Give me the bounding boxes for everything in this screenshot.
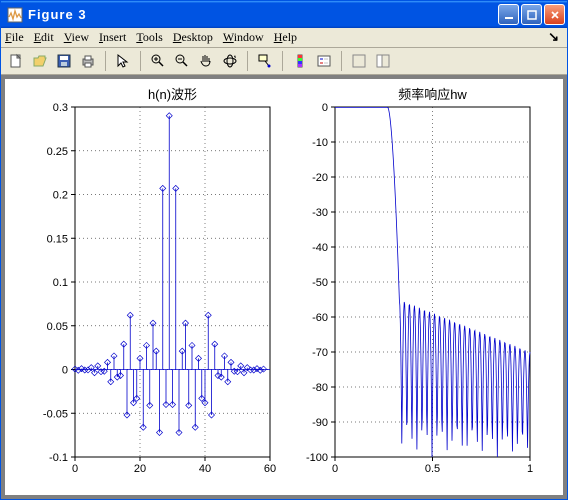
maximize-button[interactable] bbox=[521, 4, 542, 25]
svg-text:0.05: 0.05 bbox=[47, 321, 68, 333]
svg-text:-100: -100 bbox=[306, 452, 328, 464]
figure-window: Figure 3 File Edit View Insert Tools Des… bbox=[0, 0, 568, 500]
svg-text:0.25: 0.25 bbox=[47, 146, 68, 158]
svg-text:-80: -80 bbox=[312, 382, 328, 394]
svg-text:0.1: 0.1 bbox=[53, 277, 68, 289]
svg-text:0: 0 bbox=[322, 102, 328, 114]
toolbar bbox=[1, 48, 567, 75]
svg-text:-10: -10 bbox=[312, 137, 328, 149]
svg-text:-20: -20 bbox=[312, 172, 328, 184]
svg-text:-0.05: -0.05 bbox=[43, 408, 68, 420]
titlebar[interactable]: Figure 3 bbox=[1, 1, 567, 28]
legend-icon[interactable] bbox=[313, 50, 335, 72]
svg-text:h(n)波形: h(n)波形 bbox=[148, 87, 197, 102]
menu-view[interactable]: View bbox=[64, 30, 89, 45]
menu-edit[interactable]: Edit bbox=[34, 30, 54, 45]
svg-text:40: 40 bbox=[199, 463, 211, 475]
svg-text:-50: -50 bbox=[312, 277, 328, 289]
menu-file[interactable]: File bbox=[5, 30, 24, 45]
show-plot-icon[interactable] bbox=[372, 50, 394, 72]
svg-text:0: 0 bbox=[62, 365, 68, 377]
svg-text:0.15: 0.15 bbox=[47, 233, 68, 245]
svg-text:-70: -70 bbox=[312, 347, 328, 359]
svg-text:-90: -90 bbox=[312, 417, 328, 429]
menu-window[interactable]: Window bbox=[223, 30, 264, 45]
svg-text:-40: -40 bbox=[312, 242, 328, 254]
menu-desktop[interactable]: Desktop bbox=[173, 30, 213, 45]
svg-text:0: 0 bbox=[72, 463, 78, 475]
open-icon[interactable] bbox=[29, 50, 51, 72]
print-icon[interactable] bbox=[77, 50, 99, 72]
pan-icon[interactable] bbox=[195, 50, 217, 72]
figure-area: h(n)波形 0 20 40 60 -0.1 -0.05 0 0.05 0.1 0.15 0.2 0.2… bbox=[1, 75, 567, 499]
minimize-button[interactable] bbox=[498, 4, 519, 25]
svg-text:-60: -60 bbox=[312, 312, 328, 324]
svg-text:-30: -30 bbox=[312, 207, 328, 219]
figure-canvas[interactable]: h(n)波形 0 20 40 60 -0.1 -0.05 0 0.05 0.1 0.15 0.2 0.2… bbox=[5, 79, 563, 495]
zoom-out-icon[interactable] bbox=[171, 50, 193, 72]
close-button[interactable] bbox=[544, 4, 565, 25]
svg-text:20: 20 bbox=[134, 463, 146, 475]
hide-plot-icon[interactable] bbox=[348, 50, 370, 72]
menubar: File Edit View Insert Tools Desktop Wind… bbox=[1, 28, 567, 47]
datatip-icon[interactable] bbox=[254, 50, 276, 72]
save-icon[interactable] bbox=[53, 50, 75, 72]
svg-text:-0.1: -0.1 bbox=[49, 452, 68, 464]
svg-text:0.2: 0.2 bbox=[53, 190, 68, 202]
colorbar-icon[interactable] bbox=[289, 50, 311, 72]
rotate-icon[interactable] bbox=[219, 50, 241, 72]
svg-text:1: 1 bbox=[527, 463, 533, 475]
svg-text:60: 60 bbox=[264, 463, 276, 475]
svg-text:0: 0 bbox=[332, 463, 338, 475]
menu-insert[interactable]: Insert bbox=[99, 30, 126, 45]
plots-svg: h(n)波形 0 20 40 60 -0.1 -0.05 0 0.05 0.1 0.15 0.2 0.2… bbox=[5, 79, 561, 495]
zoom-in-icon[interactable] bbox=[147, 50, 169, 72]
menu-help[interactable]: Help bbox=[274, 30, 297, 45]
svg-text:0.5: 0.5 bbox=[425, 463, 440, 475]
app-icon bbox=[7, 7, 23, 23]
new-file-icon[interactable] bbox=[5, 50, 27, 72]
svg-text:0.3: 0.3 bbox=[53, 102, 68, 114]
menu-tools[interactable]: Tools bbox=[136, 30, 163, 45]
pointer-icon[interactable] bbox=[112, 50, 134, 72]
dock-icon[interactable]: ↘ bbox=[548, 29, 563, 45]
svg-text:频率响应hw: 频率响应hw bbox=[398, 87, 467, 102]
window-title: Figure 3 bbox=[28, 7, 496, 22]
